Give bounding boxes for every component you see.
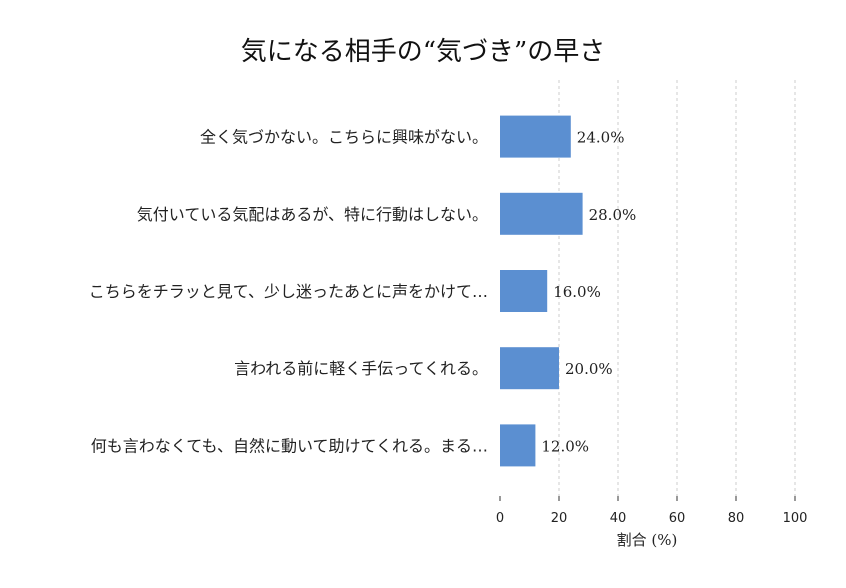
category-label: 気付いている気配はあるが、特に行動はしない。 (137, 205, 488, 224)
bar (500, 192, 583, 235)
category-labels: 全く気づかない。こちらに興味がない。気付いている気配はあるが、特に行動はしない。… (89, 128, 488, 456)
x-tick-label: 60 (669, 511, 686, 526)
bar (500, 115, 571, 158)
category-label: 何も言わなくても、自然に動いて助けてくれる。まる… (91, 436, 488, 455)
bars (500, 115, 583, 467)
chart-title: 気になる相手の“気づき”の早さ (241, 37, 606, 67)
bar (500, 347, 559, 390)
x-tick-label: 40 (610, 511, 627, 526)
category-label: こちらをチラッと見て、少し迷ったあとに声をかけて… (89, 282, 488, 301)
x-tick-label: 20 (551, 511, 568, 526)
x-axis-title: 割合 (%) (617, 531, 678, 549)
x-tick-label: 100 (783, 511, 808, 526)
bar (500, 270, 548, 312)
x-tick-label: 0 (496, 511, 504, 526)
data-label: 24.0% (577, 129, 625, 147)
category-label: 全く気づかない。こちらに興味がない。 (200, 128, 488, 147)
x-tick-label: 80 (728, 511, 745, 526)
value-labels: 24.0% 28.0% 16.0% 20.0% 12.0% (541, 129, 636, 456)
data-label: 12.0% (541, 437, 589, 455)
data-label: 16.0% (553, 283, 601, 301)
data-label: 28.0% (589, 206, 637, 224)
bar (500, 424, 536, 467)
data-label: 20.0% (565, 360, 613, 378)
x-axis-ticks: 0 20 40 60 80 100 (496, 496, 808, 526)
category-label: 言われる前に軽く手伝ってくれる。 (234, 359, 488, 378)
